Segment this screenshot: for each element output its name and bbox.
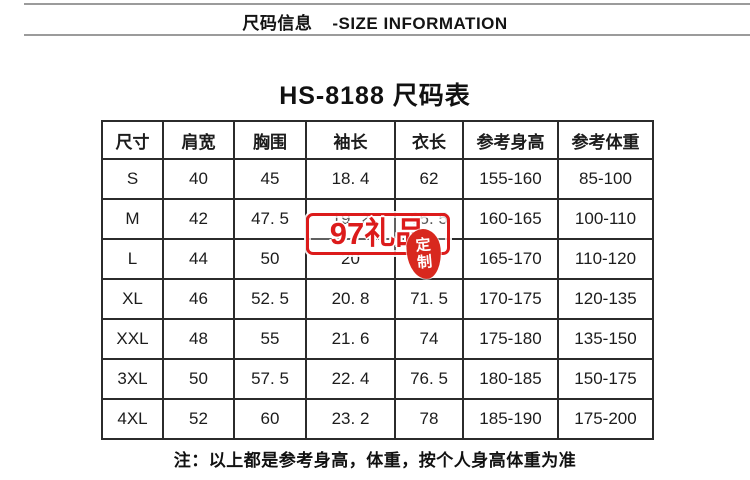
column-header: 胸围 [233, 120, 307, 160]
size-value-cell: 165-170 [462, 238, 559, 280]
table-row: XXL 48 55 21. 6 74 175-180 135-150 [101, 318, 654, 360]
size-value-cell: 175-180 [462, 318, 559, 360]
seal-char-top: 定 [415, 236, 432, 255]
table-row: XL 46 52. 5 20. 8 71. 5 170-175 120-135 [101, 278, 654, 320]
size-value-cell: 50 [162, 358, 235, 400]
size-label-cell: L [101, 238, 164, 280]
size-value-cell: 150-175 [557, 358, 654, 400]
seal-char-bottom: 制 [416, 253, 433, 272]
header-divider-top [24, 3, 750, 5]
size-value-cell: 22. 4 [305, 358, 396, 400]
size-value-cell: 85-100 [557, 158, 654, 200]
size-label-cell: M [101, 198, 164, 240]
size-value-cell: 76. 5 [394, 358, 464, 400]
size-value-cell: 180-185 [462, 358, 559, 400]
size-value-cell: 175-200 [557, 398, 654, 440]
size-value-cell: 78 [394, 398, 464, 440]
column-header: 袖长 [305, 120, 396, 160]
size-value-cell: 47. 5 [233, 198, 307, 240]
size-value-cell: 44 [162, 238, 235, 280]
size-value-cell: 100-110 [557, 198, 654, 240]
size-value-cell: 23. 2 [305, 398, 396, 440]
page-title: HS-8188 尺码表 [279, 82, 471, 110]
size-value-cell: 18. 4 [305, 158, 396, 200]
size-value-cell: 20 [305, 238, 396, 280]
size-value-cell: 57. 5 [233, 358, 307, 400]
size-label-cell: XL [101, 278, 164, 320]
size-value-cell: 45 [233, 158, 307, 200]
size-value-cell: 155-160 [462, 158, 559, 200]
size-value-cell: 40 [162, 158, 235, 200]
size-value-cell: 21. 6 [305, 318, 396, 360]
size-value-cell: 120-135 [557, 278, 654, 320]
size-label-cell: 4XL [101, 398, 164, 440]
column-header: 肩宽 [162, 120, 235, 160]
size-value-cell: 42 [162, 198, 235, 240]
size-value-cell: 52. 5 [233, 278, 307, 320]
size-info-label-cn: 尺码信息 [242, 14, 313, 33]
size-value-cell: 55 [233, 318, 307, 360]
column-header: 衣长 [394, 120, 464, 160]
size-value-cell: 46 [162, 278, 235, 320]
size-label-cell: XXL [101, 318, 164, 360]
column-header: 参考体重 [557, 120, 654, 160]
size-label-cell: 3XL [101, 358, 164, 400]
column-header: 尺寸 [101, 120, 164, 160]
table-header-row: 尺寸 肩宽 胸围 袖长 衣长 参考身高 参考体重 [101, 120, 654, 160]
size-value-cell: 71. 5 [394, 278, 464, 320]
footnote: 注：以上都是参考身高，体重，按个人身高体重为准 [173, 451, 577, 470]
size-info-label-en: -SIZE INFORMATION [332, 14, 508, 33]
size-value-cell: 160-165 [462, 198, 559, 240]
table-row: 4XL 52 60 23. 2 78 185-190 175-200 [101, 398, 654, 440]
size-value-cell: 110-120 [557, 238, 654, 280]
column-header: 参考身高 [462, 120, 559, 160]
size-value-cell: 20. 8 [305, 278, 396, 320]
size-value-cell: 48 [162, 318, 235, 360]
size-value-cell: 50 [233, 238, 307, 280]
size-value-cell: 60 [233, 398, 307, 440]
size-value-cell: 170-175 [462, 278, 559, 320]
size-value-cell: 135-150 [557, 318, 654, 360]
size-value-cell: 74 [394, 318, 464, 360]
size-value-cell: 62 [394, 158, 464, 200]
table-row: 3XL 50 57. 5 22. 4 76. 5 180-185 150-175 [101, 358, 654, 400]
size-value-cell: 185-190 [462, 398, 559, 440]
size-label-cell: S [101, 158, 164, 200]
page-header: 尺码信息 -SIZE INFORMATION [0, 9, 750, 34]
table-row: S 40 45 18. 4 62 155-160 85-100 [101, 158, 654, 200]
size-table: 尺寸 肩宽 胸围 袖长 衣长 参考身高 参考体重 S 40 45 18. 4 62 155-160 85… [101, 120, 654, 440]
header-divider-bottom [24, 34, 750, 36]
size-value-cell: 52 [162, 398, 235, 440]
